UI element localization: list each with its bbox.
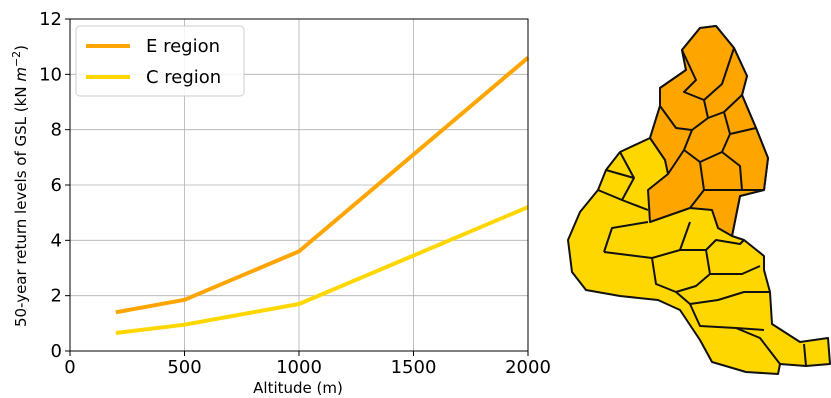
region-map: [567, 25, 831, 375]
x-tick-label: 1000: [276, 357, 322, 378]
district-border: [735, 327, 781, 365]
district-border: [689, 303, 765, 331]
x-tick-label: 1500: [391, 357, 437, 378]
x-tick-label: 500: [167, 357, 201, 378]
y-tick-label: 2: [51, 286, 62, 307]
map-e-region: [647, 25, 769, 237]
district-border: [710, 265, 761, 275]
y-tick-label: 0: [51, 341, 62, 362]
axis-ticks: 0 500 1000 1500 2000 0 2 4 6 8 10 12: [39, 9, 551, 378]
district-border: [803, 343, 807, 367]
district-border: [721, 151, 764, 191]
y-tick-label: 4: [51, 230, 62, 251]
chart-series: [115, 56, 530, 335]
y-tick-label: 12: [39, 9, 62, 30]
district-borders: [597, 47, 807, 367]
y-tick-label: 8: [51, 120, 62, 141]
y-tick-label: 10: [39, 64, 62, 85]
district-border: [681, 47, 735, 101]
legend-label-c-region: C region: [146, 67, 221, 88]
district-border: [705, 239, 745, 251]
y-axis-label: 50-year return levels of GSL (kN m−2): [10, 45, 30, 327]
district-border: [597, 189, 623, 201]
district-border: [619, 151, 649, 211]
district-border: [675, 291, 770, 305]
x-axis-label: Altitude (m): [253, 379, 343, 397]
chart-legend: E region C region: [75, 25, 245, 97]
series-line-e-region: [115, 56, 530, 315]
x-tick-label: 0: [64, 357, 75, 378]
series-line-c-region: [115, 205, 529, 335]
district-border: [667, 149, 685, 175]
y-tick-label: 6: [51, 175, 62, 196]
district-border: [605, 169, 635, 179]
line-chart: 0 500 1000 1500 2000 0 2 4 6 8 10 12 Altitude (m) 5…: [10, 9, 551, 397]
legend-label-e-region: E region: [146, 36, 220, 57]
x-tick-label: 2000: [505, 357, 551, 378]
district-border: [603, 221, 691, 259]
district-border: [603, 221, 649, 253]
